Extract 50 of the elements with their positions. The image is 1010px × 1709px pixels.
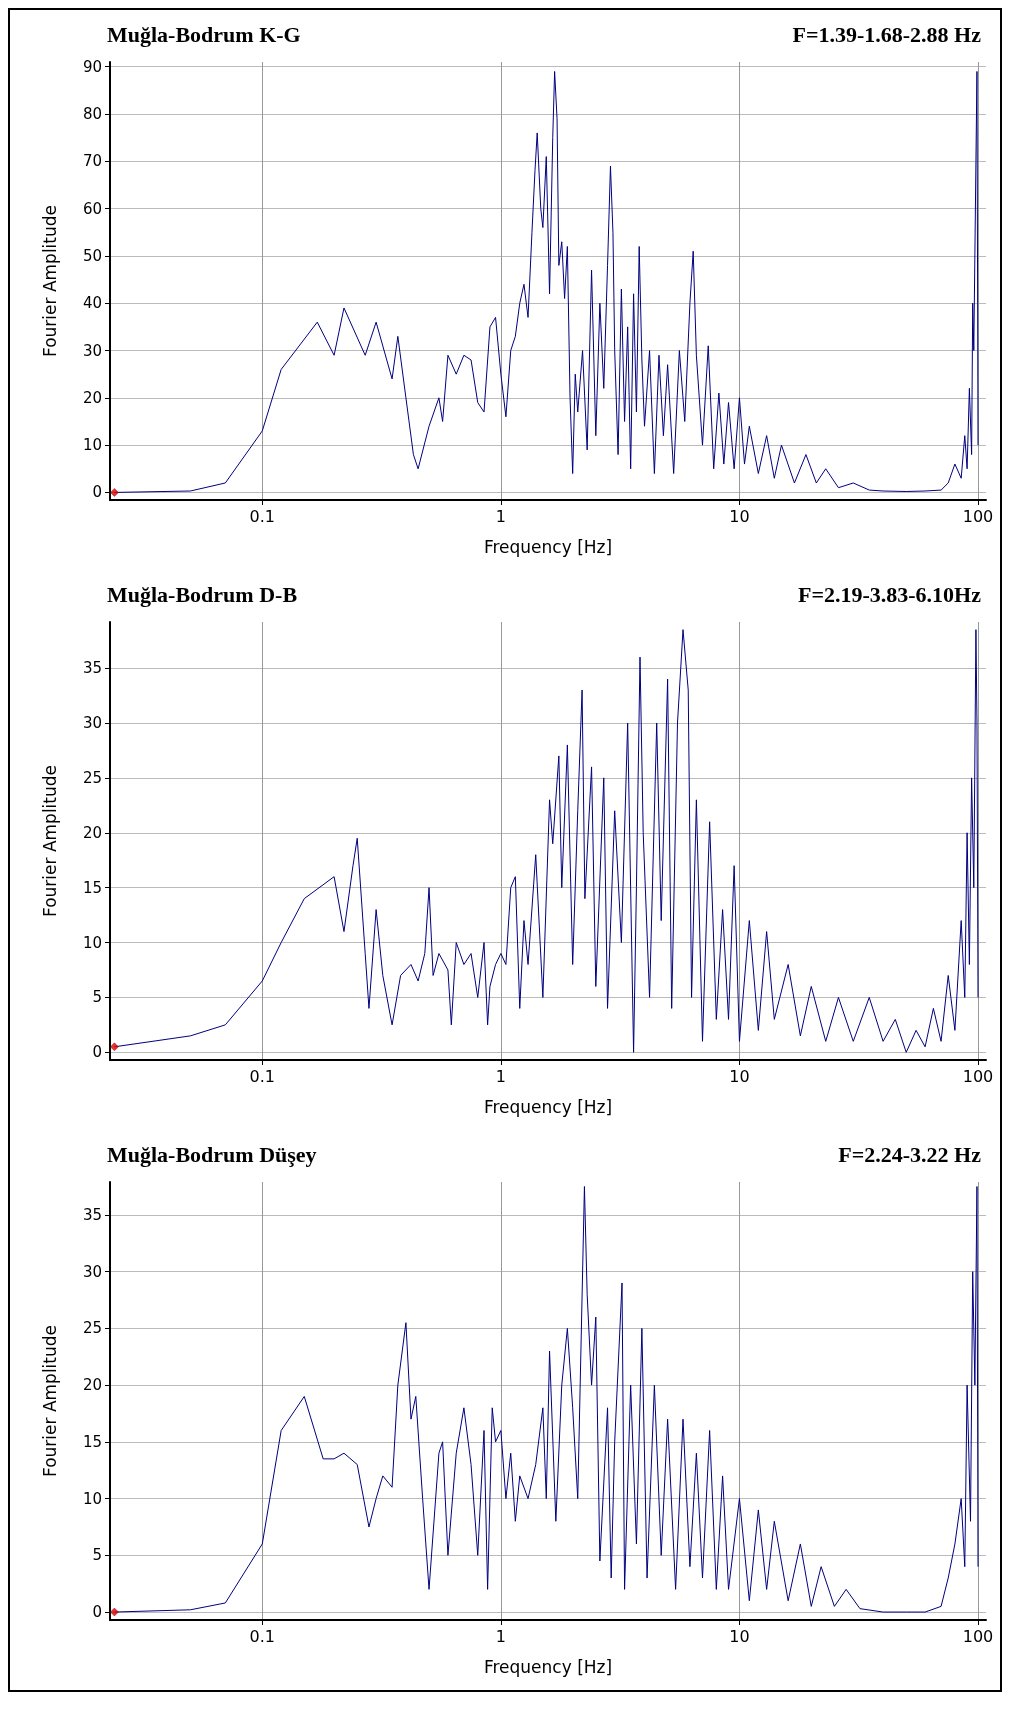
y-tick-label: 60: [82, 199, 102, 218]
y-tick-label: 20: [82, 823, 102, 842]
y-tick-label: 25: [82, 768, 102, 787]
y-tick-label: 15: [82, 1432, 102, 1451]
y-tick-label: 35: [82, 1205, 102, 1224]
x-tick-label: 1: [495, 1066, 506, 1086]
y-tick-label: 25: [82, 1319, 102, 1338]
x-tick-label: 0.1: [249, 1626, 276, 1646]
y-tick-label: 70: [82, 152, 102, 171]
y-tick-label: 0: [92, 1043, 102, 1062]
y-tick-label: 30: [82, 713, 102, 732]
x-axis-title: Frequency [Hz]: [483, 1096, 613, 1117]
x-tick-label: 1: [495, 506, 506, 526]
chart-subtitle: F=2.19-3.83-6.10Hz: [798, 581, 982, 607]
y-tick-label: 15: [82, 878, 102, 897]
x-tick-label: 10: [729, 1066, 750, 1086]
x-tick-label: 10: [729, 1626, 750, 1646]
x-tick-label: 100: [962, 1626, 994, 1646]
chart-subtitle: F=2.24-3.22 Hz: [838, 1141, 982, 1167]
y-tick-label: 30: [82, 1262, 102, 1281]
y-tick-label: 0: [92, 1603, 102, 1622]
x-tick-label: 100: [962, 506, 994, 526]
x-axis-title: Frequency [Hz]: [483, 1656, 613, 1677]
y-tick-label: 30: [82, 341, 102, 360]
y-axis-title: Fourier Amplitude: [39, 1324, 60, 1478]
y-axis-title: Fourier Amplitude: [39, 204, 60, 358]
y-tick-label: 40: [82, 294, 102, 313]
y-tick-label: 10: [82, 436, 102, 455]
y-tick-label: 80: [82, 105, 102, 124]
y-tick-label: 5: [92, 1546, 102, 1565]
x-axis-title: Frequency [Hz]: [483, 536, 613, 557]
y-tick-label: 10: [82, 1489, 102, 1508]
y-tick-label: 50: [82, 246, 102, 265]
y-tick-label: 20: [82, 1376, 102, 1395]
x-tick-label: 100: [962, 1066, 994, 1086]
x-tick-label: 10: [729, 506, 750, 526]
y-tick-label: 5: [92, 988, 102, 1007]
x-tick-label: 0.1: [249, 506, 276, 526]
y-tick-label: 35: [82, 659, 102, 678]
y-tick-label: 20: [82, 388, 102, 407]
chart-title: Muğla-Bodrum K-G: [107, 21, 301, 47]
chart-title: Muğla-Bodrum D-B: [107, 581, 298, 607]
y-tick-label: 90: [82, 57, 102, 76]
chart-title: Muğla-Bodrum Düşey: [107, 1141, 317, 1167]
chart-subtitle: F=1.39-1.68-2.88 Hz: [792, 21, 982, 47]
y-axis-title: Fourier Amplitude: [39, 764, 60, 918]
y-tick-label: 0: [92, 483, 102, 502]
x-tick-label: 1: [495, 1626, 506, 1646]
x-tick-label: 0.1: [249, 1066, 276, 1086]
y-tick-label: 10: [82, 933, 102, 952]
